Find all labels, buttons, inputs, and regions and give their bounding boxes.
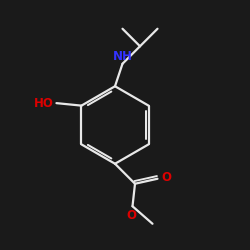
Text: HO: HO bbox=[34, 96, 54, 110]
Text: NH: NH bbox=[112, 50, 132, 62]
Text: O: O bbox=[126, 209, 136, 222]
Text: O: O bbox=[161, 171, 171, 184]
